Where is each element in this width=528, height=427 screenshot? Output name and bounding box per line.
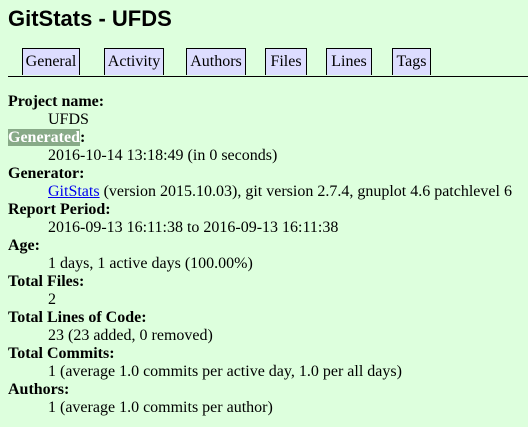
tab-tags[interactable]: Tags — [392, 48, 431, 75]
generated-label-colon: : — [79, 129, 86, 146]
report-period-label: Report Period: — [8, 201, 111, 218]
generator-version-text: (version 2015.10.03), git version 2.7.4,… — [99, 183, 512, 200]
total-commits-value: 1 (average 1.0 commits per active day, 1… — [48, 363, 402, 380]
total-lines-of-code-label: Total Lines of Code: — [8, 309, 147, 326]
age-value: 1 days, 1 active days (100.00%) — [48, 255, 253, 272]
total-files-label: Total Files: — [8, 273, 85, 290]
general-stats-list: Project name: UFDS Generated: 2016-10-14… — [8, 93, 512, 417]
tab-authors[interactable]: Authors — [186, 48, 246, 75]
navigation-tabs: General Activity Authors Files Lines Tag… — [8, 48, 528, 77]
authors-label: Authors: — [8, 381, 70, 398]
page-title: GitStats - UFDS — [8, 6, 172, 31]
tab-activity[interactable]: Activity — [104, 48, 164, 75]
tab-general[interactable]: General — [22, 48, 80, 75]
generator-label: Generator: — [8, 165, 85, 182]
generated-value: 2016-10-14 13:18:49 (in 0 seconds) — [48, 147, 278, 164]
generated-label-selected-text: Generated — [8, 129, 80, 146]
project-name-label: Project name: — [8, 93, 105, 110]
report-period-value: 2016-09-13 16:11:38 to 2016-09-13 16:11:… — [48, 219, 339, 236]
generator-value: GitStats (version 2015.10.03), git versi… — [48, 183, 512, 201]
authors-value: 1 (average 1.0 commits per author) — [48, 399, 273, 416]
total-files-value: 2 — [48, 291, 56, 308]
tab-lines[interactable]: Lines — [326, 48, 372, 75]
age-label: Age: — [8, 237, 40, 254]
gitstats-link[interactable]: GitStats — [48, 183, 100, 200]
project-name-value: UFDS — [48, 111, 89, 128]
total-lines-of-code-value: 23 (23 added, 0 removed) — [48, 327, 213, 344]
tab-files[interactable]: Files — [265, 48, 307, 75]
total-commits-label: Total Commits: — [8, 345, 115, 362]
generated-label: Generated: — [8, 129, 512, 147]
